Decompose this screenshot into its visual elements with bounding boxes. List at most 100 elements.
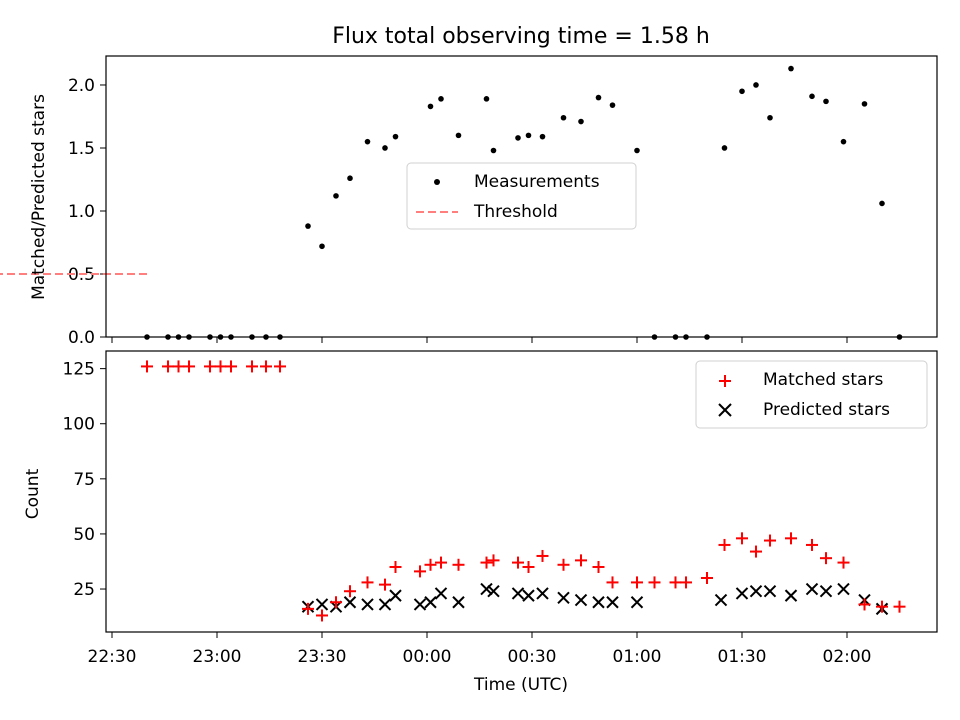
predicted-star-stroke [749, 585, 763, 598]
predicted-star-stroke [452, 596, 465, 609]
measurement-point [823, 98, 829, 105]
predicted-star-point [434, 587, 448, 600]
predicted-star-point [343, 596, 357, 609]
predicted-star-stroke [557, 591, 570, 605]
bottom-y-tick-label: 100 [63, 415, 95, 435]
bottom-x-tick-label: 01:30 [718, 647, 767, 667]
predicted-star-stroke [574, 593, 588, 607]
matched-star-point [141, 360, 153, 373]
bottom-y-tick-label: 50 [73, 525, 95, 545]
measurement-point [392, 133, 399, 140]
bottom-x-tick-label: 00:30 [508, 647, 557, 667]
matched-star-point [512, 556, 524, 569]
predicted-star-point [389, 589, 402, 602]
matched-star-point [785, 532, 797, 545]
matched-star-point [452, 558, 465, 571]
predicted-star-point [749, 585, 763, 598]
predicted-star-stroke [413, 598, 427, 611]
matched-star-point [718, 538, 731, 551]
predicted-star-stroke [434, 587, 448, 600]
bottom-plot-frame [105, 350, 938, 633]
predicted-star-point [837, 582, 850, 596]
matched-star-point [680, 576, 692, 589]
matched-star-point [736, 532, 748, 545]
measurement-point [840, 138, 847, 145]
measurement-point [809, 93, 815, 100]
predicted-star-point [819, 585, 833, 598]
matched-star-point [435, 556, 447, 569]
bottom-x-tick-label: 01:00 [613, 647, 662, 667]
measurement-point [333, 193, 339, 199]
bottom-legend: Matched stars Predicted stars [695, 360, 928, 429]
matched-star-point [487, 554, 500, 567]
measurement-point [595, 94, 602, 101]
top-y-tick-label: 2.0 [68, 76, 95, 96]
predicted-star-stroke [592, 596, 605, 609]
predicted-star-point [592, 596, 605, 609]
measurement-point [490, 147, 497, 154]
predicted-star-point [805, 582, 819, 596]
top-y-tick-label: 0.0 [68, 328, 95, 348]
predicted-star-stroke [735, 587, 749, 600]
bottom-x-tick-label: 23:30 [298, 647, 347, 667]
x-axis-label: Time (UTC) [473, 675, 568, 695]
predicted-star-stroke [714, 593, 728, 607]
bottom-panel: 25 50 75 100 125 22:30 23:00 23:30 00:00 00:30 01… [23, 350, 938, 695]
bottom-x-tick-label: 22:30 [88, 647, 137, 667]
matched-star-point [379, 578, 391, 591]
threshold-legend-label: Threshold [473, 202, 558, 222]
bottom-y-tick-label: 75 [73, 470, 95, 490]
measurements-legend-marker [434, 179, 440, 185]
measurement-point [427, 103, 434, 110]
matched-star-point [557, 558, 570, 571]
predicted-star-point [315, 598, 329, 611]
matched-star-point [204, 360, 216, 373]
predicted-star-stroke [511, 587, 525, 600]
top-plot-frame [105, 55, 938, 338]
measurement-point [438, 96, 444, 102]
matched-star-point [330, 596, 342, 609]
matched-star-point [246, 360, 258, 373]
matched-star-point [606, 576, 619, 589]
measurement-point [364, 138, 371, 145]
measurement-point [788, 65, 794, 72]
matched-star-point [424, 558, 437, 571]
bottom-x-axis: 22:30 23:00 23:30 00:00 00:30 01:00 01:30 02:00 [88, 632, 872, 667]
predicted-star-stroke [536, 587, 549, 600]
predicted-star-point [630, 596, 644, 609]
matched-stars-series [141, 360, 906, 622]
measurement-point [525, 132, 532, 139]
bottom-x-tick-label: 00:00 [403, 647, 452, 667]
predicted-legend-marker [718, 403, 732, 417]
matched-star-point [480, 556, 493, 569]
predicted-star-point [714, 593, 728, 607]
matched-star-point [414, 565, 426, 578]
predicted-star-stroke [487, 585, 500, 598]
predicted-star-stroke [837, 582, 850, 596]
predicted-star-stroke [480, 582, 493, 596]
predicted-star-stroke [630, 596, 644, 609]
measurement-point [560, 114, 567, 121]
matched-star-point [764, 534, 776, 547]
bottom-y-tick-label: 125 [63, 360, 95, 380]
matched-star-point [592, 560, 605, 573]
predicted-star-point [511, 587, 525, 600]
bottom-legend-box [695, 360, 928, 429]
matched-star-point [669, 576, 682, 589]
predicted-star-point [452, 596, 465, 609]
predicted-star-stroke [819, 585, 833, 598]
measurement-point [609, 102, 616, 108]
matched-star-point [631, 576, 643, 589]
measurement-point [879, 200, 885, 207]
predicted-star-point [763, 585, 777, 598]
matched-star-point [876, 600, 888, 613]
measurement-point [753, 82, 759, 88]
bottom-y-axis-label: Count [23, 468, 43, 519]
top-panel: Flux total observing time = 1.58 h 0.00.… [0, 24, 938, 348]
predicted-star-stroke [378, 598, 392, 611]
matched-star-point [750, 545, 762, 558]
predicted-star-point [536, 587, 549, 600]
matched-star-point [225, 360, 237, 373]
measurement-point [578, 118, 584, 125]
